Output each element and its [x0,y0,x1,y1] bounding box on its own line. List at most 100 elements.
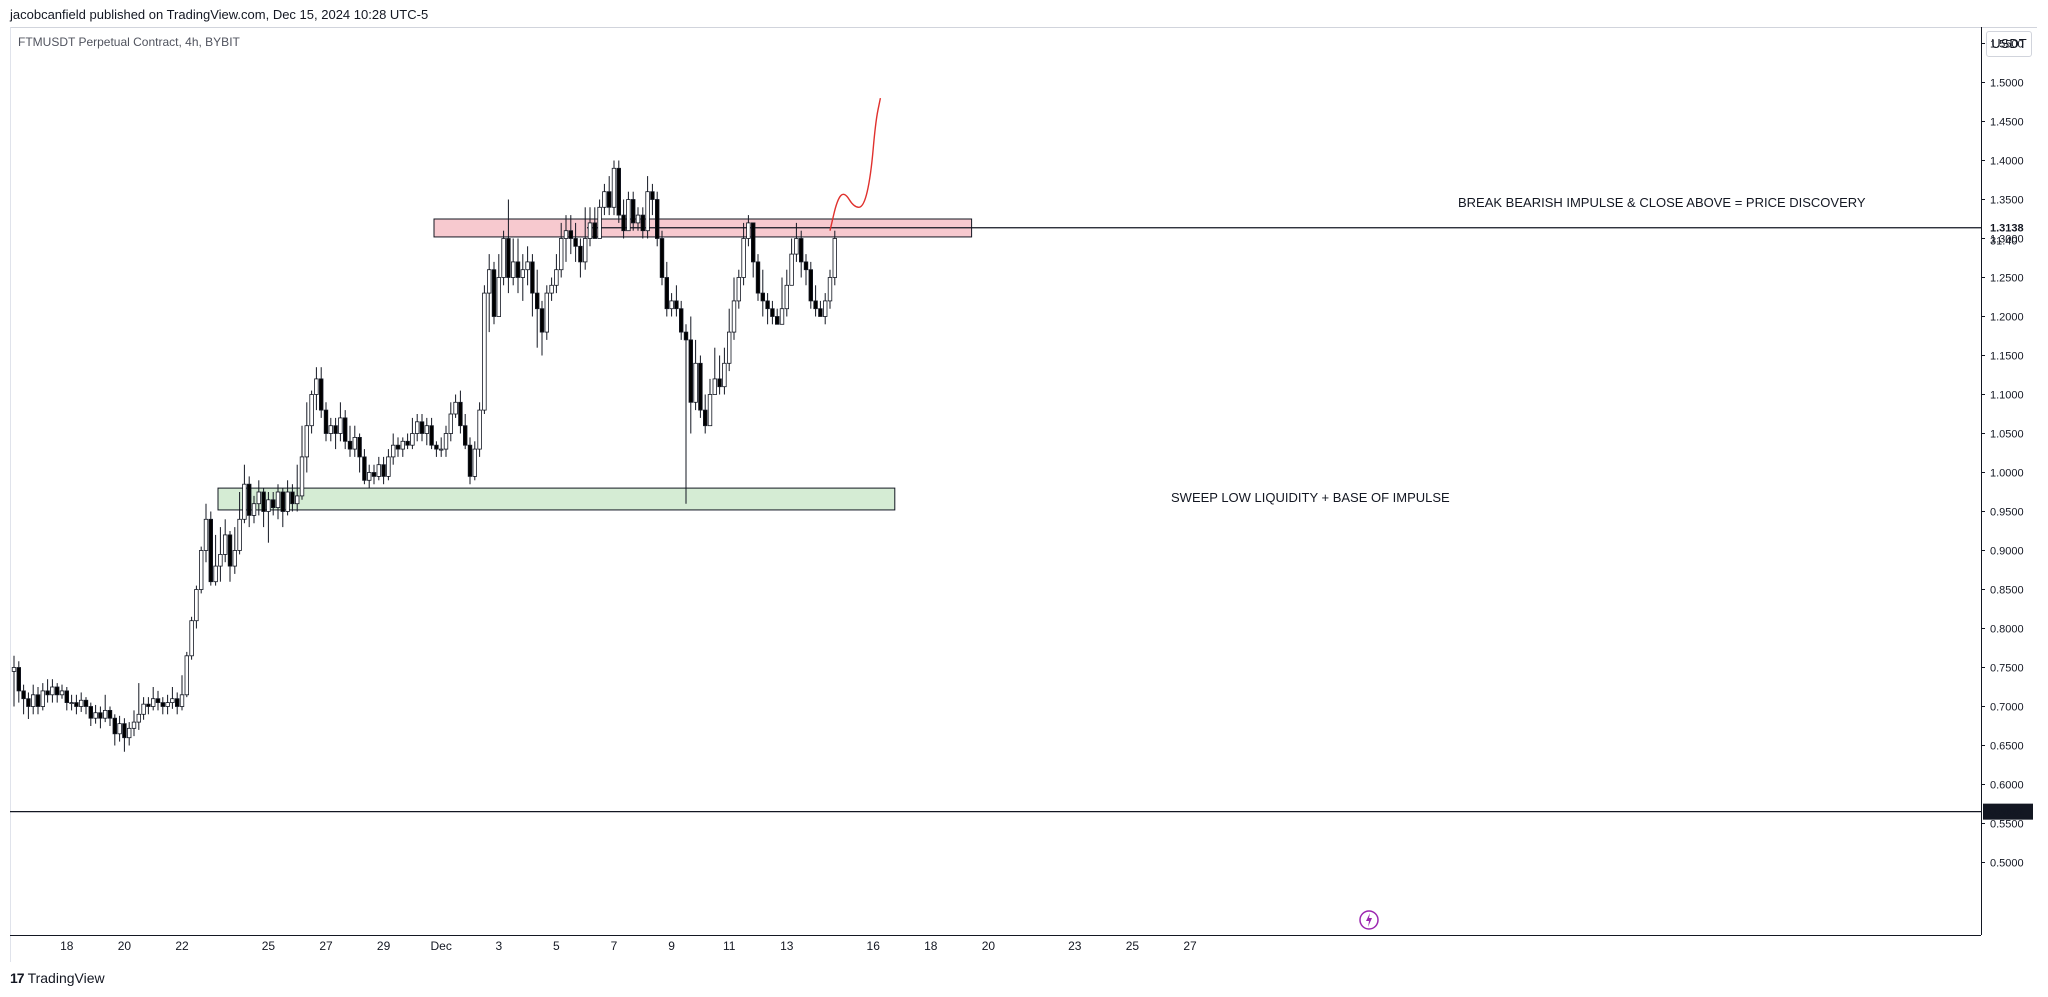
candle [472,441,477,481]
candle [453,394,458,418]
candle [357,433,362,473]
candle [616,160,621,223]
time-tick-label: 18 [924,939,938,953]
candle-body [818,308,823,317]
candle [184,651,189,698]
tradingview-logo[interactable]: 17 TradingView [10,970,105,986]
candle [808,261,813,309]
candle-body [218,554,223,567]
candle-body [530,261,535,294]
candle-body [779,308,785,325]
candle-body [712,378,717,395]
candle [112,714,117,746]
candle [246,476,252,528]
candle [189,616,194,660]
candle [717,355,722,395]
candle-body [429,425,434,446]
candle [261,488,266,528]
candle-body [242,483,247,520]
candle-body [607,191,612,208]
candle [727,308,732,372]
candle-body [285,491,290,512]
candle-body [299,456,305,497]
candle [621,199,626,239]
candle [174,692,180,715]
candle-body [338,417,343,434]
candle [93,704,98,724]
time-axis[interactable] [10,935,1981,963]
candle-body [362,456,367,481]
candle-body [477,409,482,450]
price-axis[interactable] [1981,27,2038,935]
candle-body [103,710,108,719]
candle [117,715,122,742]
candle [563,215,569,262]
candle-body [386,456,391,477]
candle-body [635,214,641,224]
candle [170,687,175,709]
currency-button[interactable]: USDT [1986,31,2032,57]
candle-body [55,686,60,696]
candle-body [510,261,516,278]
candle-body [755,261,761,294]
candle-body [592,222,597,239]
candle-body [645,191,650,232]
lightning-icon[interactable] [1359,910,1379,930]
candle-body [83,699,89,707]
candle-body [45,690,50,696]
candle-body [371,472,377,477]
candle-body [597,206,602,239]
candle [799,230,804,278]
candle [736,269,741,309]
candle [779,277,785,325]
candle-body [760,292,765,302]
candle-body [213,565,218,583]
candle [107,706,113,726]
candle-body [525,261,530,271]
candle-body [309,394,314,427]
candle [146,697,151,715]
candle-body [40,690,45,707]
candle [765,293,770,325]
candle [635,207,641,231]
candle-body [222,534,228,555]
candle [674,285,679,317]
candle [256,480,261,516]
candle [160,697,165,715]
candle [434,441,439,457]
candle-body [535,292,540,310]
candle-body [549,284,554,294]
candle [198,546,204,594]
candle-body [472,448,477,477]
price-tick-label: 0.5000 [1990,858,2024,870]
candle [554,254,559,294]
candle-body [448,413,453,434]
time-tick-label: 7 [611,939,618,953]
candle [746,215,751,247]
candle [506,199,511,294]
candle-body [727,331,732,364]
support-zone [217,487,896,511]
candle [438,437,444,457]
price-tick-label: 0.5500 [1990,819,2024,831]
time-tick-label: 5 [553,939,560,953]
candle-body [827,277,833,302]
current-price-label: 1.3138 [1990,223,2024,235]
price-tick-label: 1.5000 [1990,78,2024,90]
candle [414,414,420,442]
candle-body [424,425,429,434]
price-tick-label: 1.5500 [1990,39,2024,51]
candle [410,417,415,450]
candle [299,425,305,500]
candle-body [208,518,213,583]
chart-frame[interactable] [10,27,2037,962]
candle-body [79,699,84,707]
candle-body [770,308,775,317]
candle-body [246,483,252,516]
candle-body [88,706,93,719]
candle [218,527,223,582]
candle-body [520,269,525,278]
candle-body [803,261,809,271]
candle [664,261,669,317]
